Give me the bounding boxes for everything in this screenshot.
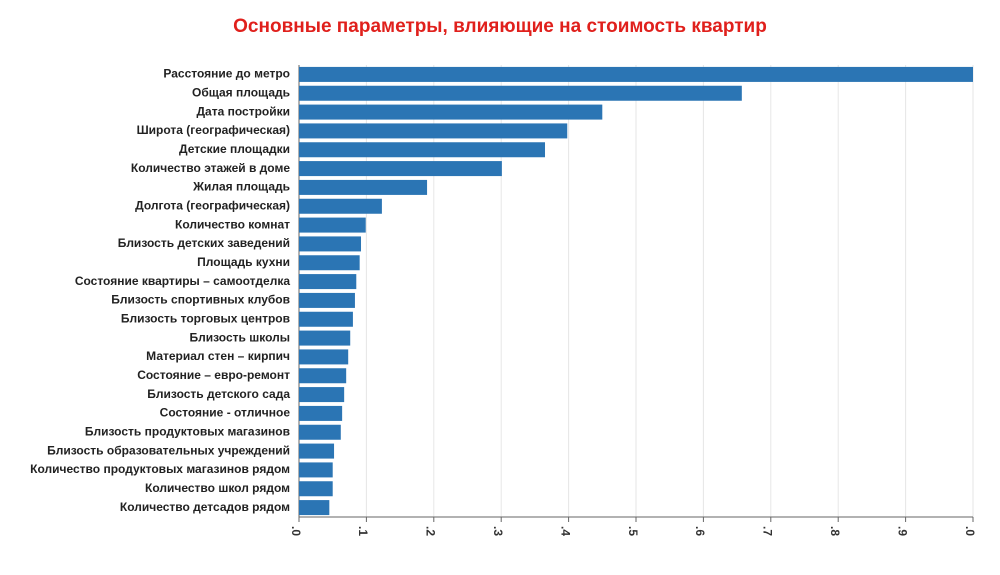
y-tick-label: Долгота (географическая): [135, 198, 290, 212]
bar: [299, 330, 351, 346]
bar: [299, 368, 347, 384]
y-tick-label: Расстояние до метро: [163, 67, 290, 81]
y-tick-label: Близость торговых центров: [121, 311, 290, 325]
y-tick-label: Близость детского сада: [147, 387, 290, 401]
bar: [299, 236, 362, 252]
x-tick-label: .5: [626, 526, 640, 536]
y-tick-label: Жилая площадь: [192, 180, 290, 194]
bar: [299, 123, 568, 139]
x-tick-label: .0: [289, 526, 303, 536]
y-tick-label: Близость детских заведений: [118, 236, 290, 250]
bar: [299, 424, 341, 440]
bar: [299, 179, 428, 195]
x-tick-label: .9: [895, 526, 909, 536]
y-tick-label: Общая площадь: [192, 85, 290, 99]
y-tick-label: Дата постройки: [197, 104, 291, 118]
y-tick-label: Количество детсадов рядом: [120, 500, 290, 514]
bar: [299, 198, 382, 214]
x-tick-label: .2: [424, 526, 438, 536]
bar: [299, 142, 546, 158]
bar: [299, 274, 357, 290]
x-tick-label: .6: [693, 526, 707, 536]
y-tick-label: Состояние - отличное: [160, 406, 291, 420]
y-tick-label: Широта (географическая): [137, 123, 290, 137]
x-tick-label: .0: [963, 526, 977, 536]
y-tick-label: Количество школ рядом: [145, 481, 290, 495]
y-tick-label: Близость спортивных клубов: [111, 293, 290, 307]
bar: [299, 500, 330, 516]
y-tick-label: Количество этажей в доме: [131, 161, 290, 175]
bar: [299, 481, 333, 497]
bar: [299, 292, 355, 308]
bar: [299, 66, 973, 82]
y-tick-label: Площадь кухни: [197, 255, 290, 269]
bar: [299, 311, 353, 327]
bar: [299, 85, 742, 101]
bar: [299, 405, 343, 421]
x-tick-label: .4: [558, 526, 572, 536]
bar: [299, 217, 366, 233]
bar: [299, 104, 603, 120]
bar: [299, 443, 335, 459]
x-tick-label: .8: [828, 526, 842, 536]
x-tick-label: .7: [761, 526, 775, 536]
y-tick-label: Количество продуктовых магазинов рядом: [30, 462, 290, 476]
x-tick-label: .1: [356, 526, 370, 536]
y-tick-label: Близость школы: [190, 330, 290, 344]
x-tick-label: .3: [491, 526, 505, 536]
bar: [299, 349, 349, 365]
y-tick-label: Состояние квартиры – самоотделка: [75, 274, 290, 288]
y-tick-label: Количество комнат: [175, 217, 290, 231]
y-tick-label: Состояние – евро-ремонт: [137, 368, 290, 382]
bar: [299, 255, 360, 271]
y-tick-label: Детские площадки: [179, 142, 290, 156]
y-tick-label: Близость образовательных учреждений: [47, 443, 290, 457]
y-tick-label: Материал стен – кирпич: [146, 349, 290, 363]
chart-title: Основные параметры, влияющие на стоимост…: [233, 16, 767, 37]
bar: [299, 462, 333, 478]
y-tick-label: Близость продуктовых магазинов: [85, 424, 290, 438]
bar: [299, 161, 502, 177]
bar: [299, 387, 345, 403]
